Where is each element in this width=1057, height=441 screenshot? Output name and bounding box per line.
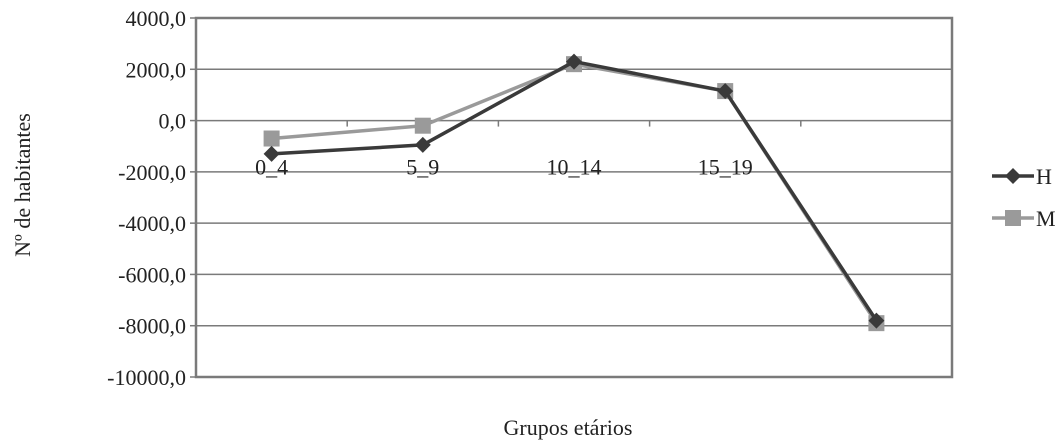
y-tick-label: -2000,0 xyxy=(118,160,186,185)
y-tick-label: 0,0 xyxy=(159,109,187,134)
y-axis-title: Nº de habitantes xyxy=(10,113,35,257)
data-point-M xyxy=(414,117,431,134)
legend-label-H: H xyxy=(1036,164,1052,189)
plot-border xyxy=(194,16,954,379)
y-tick-label: -6000,0 xyxy=(118,262,186,287)
x-tick-label: 15_19 xyxy=(698,155,753,180)
x-axis-title: Grupos etários xyxy=(504,415,633,440)
x-tick-label: 5_9 xyxy=(406,155,439,180)
data-point-H xyxy=(868,312,885,329)
data-point-H xyxy=(717,83,734,100)
x-axis-ticks xyxy=(195,120,953,127)
y-tick-label: -4000,0 xyxy=(118,211,186,236)
legend-marker-M xyxy=(1005,210,1021,226)
legend: HM xyxy=(992,164,1056,231)
data-point-H xyxy=(566,53,582,70)
series-line-M xyxy=(271,62,878,325)
plot-area xyxy=(194,16,954,379)
legend-label-M: M xyxy=(1036,206,1056,231)
x-tick-label: 10_14 xyxy=(547,155,602,180)
x-tick-label: 0_4 xyxy=(255,155,288,180)
data-point-H xyxy=(263,145,280,162)
legend-marker-H xyxy=(1005,168,1021,184)
y-tick-label: 2000,0 xyxy=(126,57,187,82)
series-line-H xyxy=(271,59,878,322)
data-point-H xyxy=(414,136,431,153)
y-axis-ticks: -10000,0 -8000,0 -6000,0 -4000,0 -2000,0 0,0 2… xyxy=(107,6,196,390)
y-tick-label: -10000,0 xyxy=(107,365,186,390)
data-point-M xyxy=(263,130,280,147)
gridlines xyxy=(196,68,952,327)
y-tick-label: 4000,0 xyxy=(126,6,187,31)
series-lines xyxy=(263,53,885,332)
x-axis-category-labels: 0_4 5_9 10_14 15_19 xyxy=(255,155,753,180)
y-tick-label: -8000,0 xyxy=(118,314,186,339)
